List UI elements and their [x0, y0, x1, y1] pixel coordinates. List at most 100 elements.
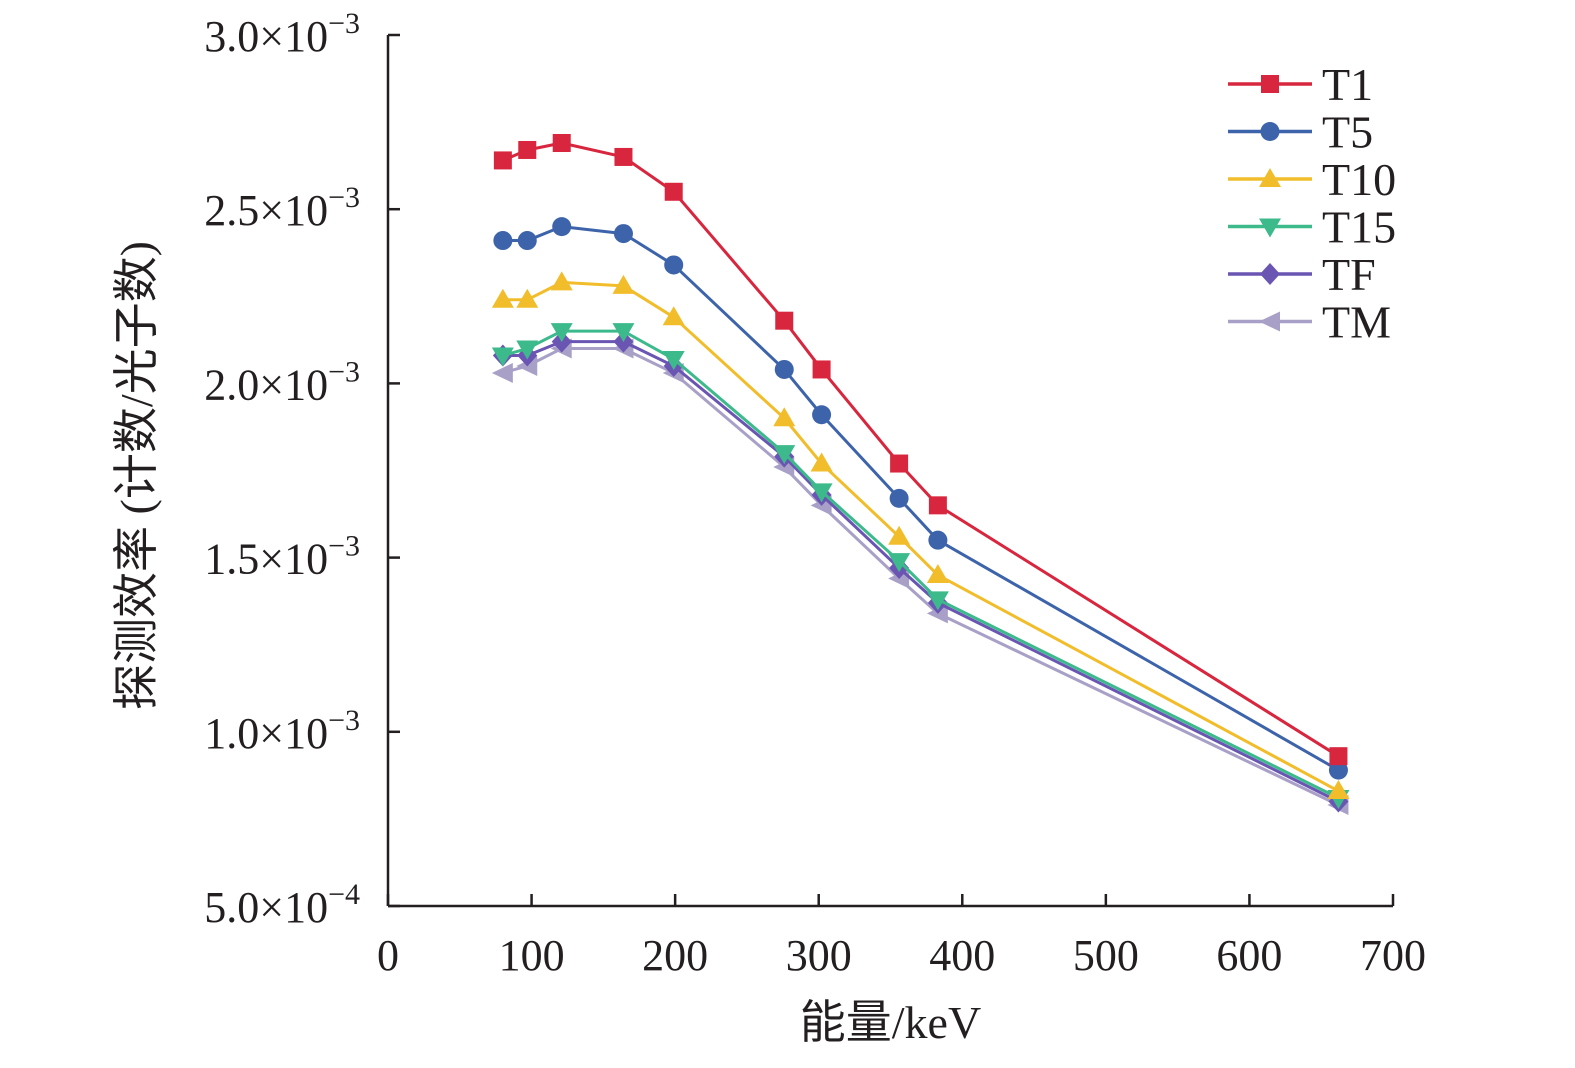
legend-marker: [1261, 75, 1279, 93]
y-tick-exponent: −3: [328, 355, 360, 388]
y-tick-exponent: −3: [328, 181, 360, 214]
series-line-tm: [502, 347, 1340, 807]
y-tick-label: 2.0×10−3: [204, 355, 360, 409]
y-tick-mantissa: 2.5×10: [204, 186, 328, 235]
data-point: [928, 496, 947, 515]
series-line-t1: [502, 141, 1340, 758]
data-point: [491, 347, 514, 367]
data-point: [888, 525, 911, 545]
x-axis-title: 能量/keV: [800, 997, 981, 1048]
data-point: [614, 147, 633, 166]
data-point: [812, 405, 832, 425]
data-point: [517, 231, 537, 251]
y-tick-mantissa: 3.0×10: [204, 12, 328, 61]
data-point: [552, 217, 572, 237]
legend-label: TM: [1322, 297, 1391, 348]
data-point: [1329, 747, 1348, 766]
y-tick-exponent: −4: [328, 878, 360, 911]
y-tick-mantissa: 1.0×10: [204, 709, 328, 758]
legend-item-tm: TM: [1228, 297, 1391, 348]
series-t1: [493, 134, 1348, 766]
x-tick-label: 500: [1073, 931, 1139, 980]
data-point: [662, 306, 685, 326]
series-line-tf: [502, 340, 1340, 803]
series-group: [491, 134, 1350, 815]
series-line-t5: [502, 225, 1340, 772]
legend-label: T5: [1322, 107, 1373, 158]
legend-label: T15: [1322, 202, 1396, 253]
data-point: [888, 553, 911, 573]
data-point: [613, 224, 633, 244]
x-tick-label: 400: [929, 931, 995, 980]
x-tick-label: 100: [499, 931, 565, 980]
data-point: [493, 231, 513, 251]
data-point: [516, 340, 539, 360]
x-tick-label: 200: [642, 931, 708, 980]
legend-label: TF: [1322, 249, 1376, 300]
data-point: [773, 445, 796, 465]
data-point: [1327, 780, 1350, 800]
x-tick-label: 600: [1216, 931, 1282, 980]
y-tick-exponent: −3: [328, 7, 360, 40]
y-tick-mantissa: 2.0×10: [204, 360, 328, 409]
x-tick-label: 300: [786, 931, 852, 980]
legend-label: T10: [1322, 154, 1396, 205]
data-point: [1328, 760, 1348, 780]
x-tick-label: 700: [1360, 931, 1426, 980]
data-point: [518, 140, 537, 159]
y-tick-exponent: −3: [328, 704, 360, 737]
legend-marker: [1260, 263, 1280, 285]
legend-item-t1: T1: [1228, 59, 1373, 110]
series-line-t15: [502, 329, 1340, 800]
x-tick-label: 0: [377, 931, 399, 980]
data-point: [612, 323, 635, 343]
data-point: [928, 530, 948, 550]
data-point: [491, 362, 513, 383]
legend-marker: [1259, 218, 1281, 238]
data-point: [612, 274, 635, 294]
data-point: [491, 288, 514, 308]
data-point: [775, 311, 794, 330]
legend-item-t15: T15: [1228, 202, 1396, 253]
y-tick-label: 1.0×10−3: [204, 704, 360, 758]
data-point: [810, 452, 833, 472]
y-tick-label: 1.5×10−3: [204, 530, 360, 584]
data-point: [890, 454, 909, 473]
data-point: [926, 564, 949, 584]
data-point: [773, 407, 796, 427]
y-tick-exponent: −3: [328, 530, 360, 563]
legend-label: T1: [1322, 59, 1373, 110]
data-point: [664, 255, 684, 275]
y-tick-mantissa: 1.5×10: [204, 535, 328, 584]
series-t15: [491, 323, 1350, 809]
axes: 0 100 200 300 400 500 600 7005.0×10−41.0×10−31.…: [204, 7, 1426, 980]
data-point: [516, 288, 539, 308]
legend-marker: [1259, 311, 1280, 332]
data-point: [550, 323, 573, 343]
legend-marker: [1260, 122, 1280, 141]
y-tick-mantissa: 5.0×10: [204, 883, 328, 932]
series-t5: [493, 217, 1348, 780]
y-tick-label: 2.5×10−3: [204, 181, 360, 235]
series-line-t10: [502, 280, 1340, 793]
y-axis-title: 探测效率 (计数/光子数): [111, 241, 162, 710]
data-point: [810, 483, 833, 503]
data-point: [774, 359, 794, 379]
legend-item-t10: T10: [1228, 154, 1396, 205]
legend-item-tf: TF: [1228, 249, 1376, 300]
y-tick-label: 3.0×10−3: [204, 7, 360, 61]
data-point: [812, 360, 831, 379]
data-point: [889, 488, 909, 508]
data-point: [662, 351, 685, 371]
data-point: [493, 151, 512, 170]
data-point: [552, 134, 571, 153]
data-point: [926, 591, 949, 611]
series-t10: [491, 271, 1350, 800]
data-point: [550, 271, 573, 291]
legend-item-t5: T5: [1228, 107, 1373, 158]
data-point: [664, 182, 683, 201]
y-tick-label: 5.0×10−4: [204, 878, 360, 932]
